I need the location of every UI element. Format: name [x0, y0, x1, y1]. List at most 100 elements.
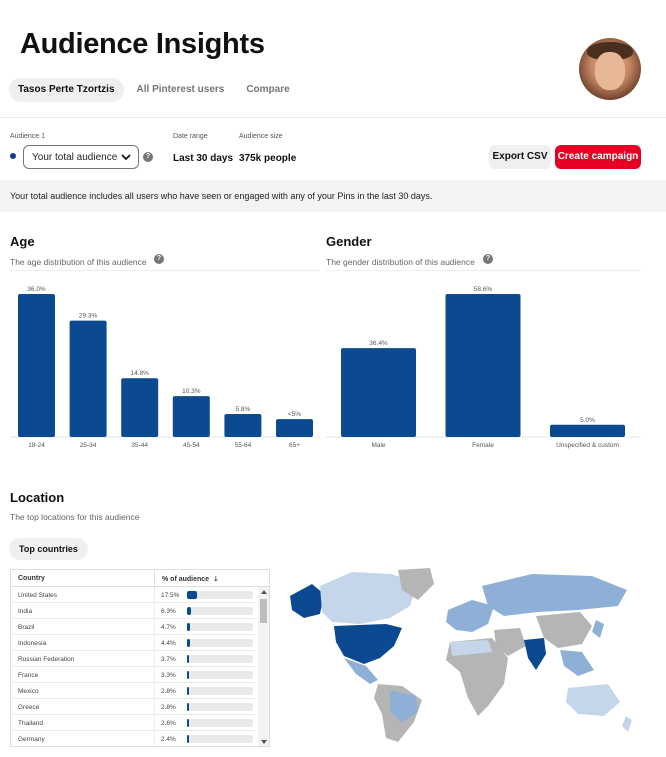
location-section-subtitle: The top locations for this audience [10, 512, 140, 522]
date-range-label: Date range [173, 133, 208, 140]
percent-bar-track [187, 735, 253, 743]
percent-bar-track [187, 623, 253, 631]
country-name: Germany [18, 736, 45, 743]
tab-own-audience[interactable]: Tasos Perte Tzortzis [9, 78, 124, 102]
age-value-label: 10.3% [182, 388, 201, 395]
country-name: United States [18, 592, 58, 599]
map-region-north-africa [450, 640, 492, 656]
country-name: France [18, 672, 39, 679]
percent-bar-fill [187, 687, 189, 695]
column-separator [154, 619, 155, 635]
age-category-label: 65+ [289, 442, 300, 449]
table-scrollbar[interactable] [258, 587, 269, 746]
country-name: Thailand [18, 720, 43, 727]
sort-down-icon: 🡓 [214, 576, 218, 583]
table-row[interactable]: Russian Federation 3.7% [11, 651, 257, 667]
column-header-percent-label: % of audience [162, 576, 210, 583]
column-separator [154, 635, 155, 651]
country-percent: 2.8% [161, 704, 176, 711]
avatar-face [595, 52, 625, 90]
country-name: Russian Federation [18, 656, 75, 663]
percent-bar-fill [187, 655, 190, 663]
gender-category-label: Unspecified & custom [556, 442, 619, 449]
age-help-icon[interactable]: ? [154, 254, 164, 264]
audience-select[interactable]: Your total audience [23, 145, 139, 169]
age-value-label: 14.8% [130, 370, 149, 377]
gender-value-label: 5.0% [580, 417, 595, 424]
column-separator [154, 683, 155, 699]
gender-category-label: Male [371, 442, 385, 449]
export-csv-button[interactable]: Export CSV [489, 145, 551, 169]
table-row[interactable]: Thailand 2.6% [11, 715, 257, 731]
age-bar [18, 294, 55, 437]
country-percent: 2.6% [161, 720, 176, 727]
table-row[interactable]: United States 17.5% [11, 587, 257, 603]
column-separator [154, 603, 155, 619]
tab-compare[interactable]: Compare [246, 84, 290, 95]
map-region-russia [482, 574, 627, 616]
age-value-label: 36.0% [27, 286, 46, 293]
tab-all-pinterest-users[interactable]: All Pinterest users [136, 84, 225, 95]
table-row[interactable]: Mexico 2.8% [11, 683, 257, 699]
percent-bar-fill [187, 623, 190, 631]
map-region-mexico [344, 658, 378, 684]
map-region-africa [446, 638, 508, 716]
percent-bar-fill [187, 703, 189, 711]
map-region-alaska [290, 584, 324, 618]
country-percent: 3.3% [161, 672, 176, 679]
percent-bar-fill [187, 735, 189, 743]
table-row[interactable]: Greece 2.8% [11, 699, 257, 715]
column-header-country[interactable]: Country [18, 575, 45, 582]
gender-divider [326, 270, 641, 271]
country-percent: 6.3% [161, 608, 176, 615]
audience-size-value: 375k people [239, 153, 297, 164]
audience-select-value: Your total audience [32, 152, 118, 163]
map-region-usa [334, 624, 402, 664]
age-category-label: 55-64 [235, 442, 252, 449]
age-divider [10, 270, 320, 271]
age-value-label: <5% [288, 411, 301, 418]
gender-section-title: Gender [326, 234, 372, 249]
table-row[interactable]: France 3.3% [11, 667, 257, 683]
column-separator [154, 651, 155, 667]
world-map [290, 568, 632, 742]
age-value-label: 5.8% [235, 406, 250, 413]
gender-help-icon[interactable]: ? [483, 254, 493, 264]
country-name: India [18, 608, 33, 615]
table-row[interactable]: Germany 2.4% [11, 731, 257, 746]
map-region-india [524, 638, 546, 670]
table-row[interactable]: Brazil 4.7% [11, 619, 257, 635]
table-row[interactable]: Indonesia 4.4% [11, 635, 257, 651]
scroll-down-icon[interactable] [261, 740, 267, 744]
table-header: Country % of audience 🡓 [11, 570, 269, 587]
percent-bar-track [187, 703, 253, 711]
audience-size-label: Audience size [239, 133, 283, 140]
column-header-percent[interactable]: % of audience 🡓 [162, 575, 218, 586]
country-name: Mexico [18, 688, 39, 695]
age-category-label: 45-54 [183, 442, 200, 449]
percent-bar-track [187, 639, 253, 647]
create-campaign-button[interactable]: Create campaign [555, 145, 641, 169]
percent-bar-track [187, 655, 253, 663]
map-region-southeast-asia [560, 650, 594, 676]
scroll-thumb[interactable] [260, 599, 267, 623]
chevron-down-icon [121, 154, 131, 161]
column-separator [154, 587, 155, 603]
countries-table: Country % of audience 🡓 United States 17.… [10, 569, 270, 747]
scroll-up-icon[interactable] [261, 590, 267, 594]
table-row[interactable]: India 6.3% [11, 603, 257, 619]
help-icon[interactable]: ? [143, 152, 153, 162]
page-title: Audience Insights [20, 28, 265, 60]
gender-section-subtitle: The gender distribution of this audience [326, 257, 475, 267]
age-bar [69, 320, 107, 437]
age-chart: 36.0% 18-24 29.3% 25-34 14.8% 35-44 10.3% 45-54… [10, 286, 320, 449]
percent-bar-track [187, 591, 253, 599]
column-separator [154, 715, 155, 731]
top-countries-pill[interactable]: Top countries [9, 538, 88, 560]
gender-bar [445, 294, 521, 437]
age-section-title: Age [10, 234, 35, 249]
avatar[interactable] [579, 38, 641, 100]
date-range-value: Last 30 days [173, 153, 234, 164]
gender-value-label: 58.6% [474, 286, 493, 293]
map-region-canada [320, 572, 417, 624]
